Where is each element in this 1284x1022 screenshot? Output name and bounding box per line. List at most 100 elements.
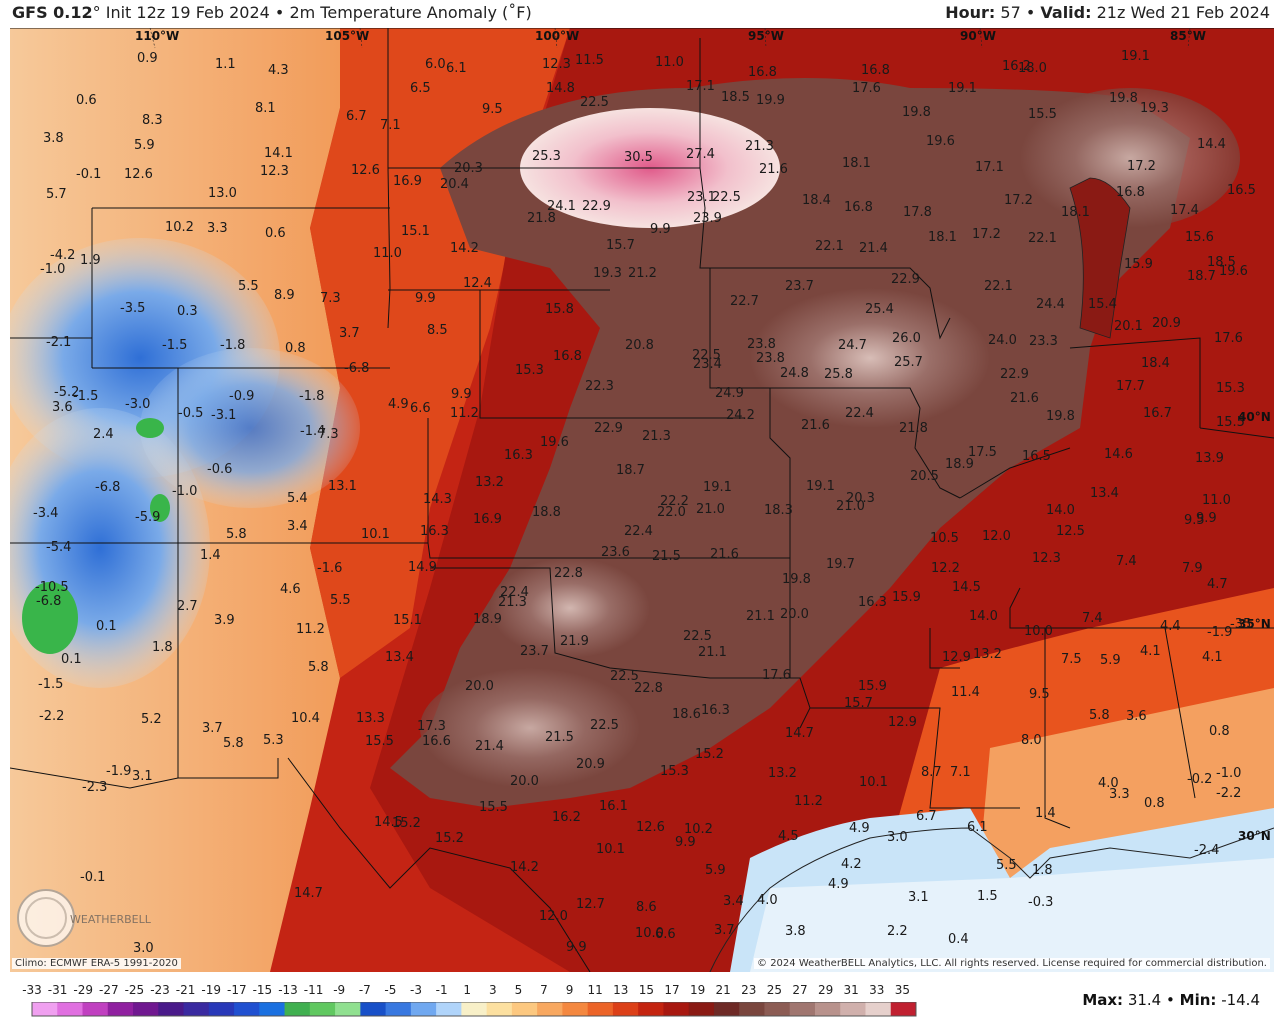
anomaly-value: 12.6 [636,820,665,835]
anomaly-value: 22.2 [660,494,689,509]
anomaly-value: 14.9 [408,560,437,575]
anomaly-value: 23.4 [693,357,722,372]
anomaly-value: 19.1 [948,81,977,96]
anomaly-value: 19.1 [1121,49,1150,64]
max-label: Max: [1082,991,1124,1009]
anomaly-value: 15.7 [606,238,635,253]
anomaly-value: 30.5 [624,150,653,165]
anomaly-value: 16.5 [1227,183,1256,198]
anomaly-value: 24.9 [715,386,744,401]
anomaly-value: 4.9 [849,821,870,836]
anomaly-value: 20.0 [780,607,809,622]
anomaly-value: -5.2 [54,385,79,400]
anomaly-value: 4.9 [828,877,849,892]
anomaly-value: 22.8 [634,681,663,696]
anomaly-value: 15.5 [1216,415,1245,430]
anomaly-value: 25.8 [824,367,853,382]
anomaly-value: 17.6 [1214,331,1243,346]
anomaly-value: 5.8 [226,527,247,542]
green-pocket-small-2 [150,494,170,522]
anomaly-value: 1.4 [1035,806,1056,821]
anomaly-value: 15.9 [858,679,887,694]
anomaly-value: 20.0 [465,679,494,694]
colorbar-swatch [309,1002,336,1016]
colorbar-swatch [158,1002,185,1016]
anomaly-value: 8.0 [1021,733,1042,748]
anomaly-value: 22.4 [845,406,874,421]
anomaly-value: 22.9 [891,272,920,287]
lake-michigan [1069,177,1131,339]
anomaly-value: 16.3 [504,448,533,463]
colorbar-tick: -31 [47,983,68,997]
anomaly-value: 21.2 [628,266,657,281]
anomaly-value: -1.5 [162,338,187,353]
anomaly-value: 20.9 [576,757,605,772]
colorbar-tick: 35 [894,983,911,997]
anomaly-value: 9.9 [566,940,587,955]
anomaly-value: 24.8 [780,366,809,381]
anomaly-value: 16.3 [701,703,730,718]
anomaly-value: 22.1 [815,239,844,254]
colorbar-swatch [486,1002,513,1016]
colorbar [31,1002,917,1017]
anomaly-value: 10.2 [165,220,194,235]
anomaly-value: 18.1 [1061,205,1090,220]
anomaly-value: 24.0 [988,333,1017,348]
separator: • [1166,991,1175,1009]
anomaly-value: 18.5 [1207,255,1236,270]
anomaly-value: 15.1 [393,613,422,628]
colorbar-tick: -7 [358,983,371,997]
anomaly-value: 11.5 [575,53,604,68]
anomaly-value: 3.4 [287,519,308,534]
anomaly-value: 15.2 [392,816,421,831]
colorbar-tick: -23 [150,983,170,997]
anomaly-value: 17.5 [968,445,997,460]
colorbar-swatch [208,1002,235,1016]
anomaly-value: -3.0 [125,397,150,412]
colorbar-tick: 29 [817,983,834,997]
anomaly-value: 22.9 [582,199,611,214]
colorbar-tick: 9 [565,983,574,997]
graticule [149,28,1191,49]
anomaly-value: 23.7 [520,644,549,659]
anomaly-value: 18.7 [1187,269,1216,284]
anomaly-value: 14.6 [1104,447,1133,462]
anomaly-value: -2.1 [46,335,71,350]
separator: • [274,3,285,22]
anomaly-value: 15.1 [401,224,430,239]
anomaly-value: 10.1 [596,842,625,857]
anomaly-value: 11.2 [450,406,479,421]
colorbar-tick: 19 [689,983,706,997]
colorbar-swatch [183,1002,210,1016]
anomaly-value: -4.2 [50,248,75,263]
anomaly-value: -0.5 [178,406,203,421]
anomaly-value: 21.4 [859,241,888,256]
colorbar-swatch [511,1002,538,1016]
anomaly-value: 19.6 [926,134,955,149]
anomaly-value: 22.9 [1000,367,1029,382]
colorbar-swatch [663,1002,690,1016]
anomaly-value: 18.4 [1141,356,1170,371]
colorbar-swatch [840,1002,866,1016]
anomaly-value: 8.6 [636,900,657,915]
anomaly-value: 0.1 [96,619,117,634]
anomaly-value: 6.0 [425,57,446,72]
anomaly-value: 8.7 [921,765,942,780]
anomaly-value: 5.9 [705,863,726,878]
anomaly-value: 18.8 [532,505,561,520]
anomaly-value: 7.4 [1082,611,1103,626]
colorbar-swatch [587,1002,614,1016]
anomaly-value: 18.9 [945,457,974,472]
anomaly-value: 10.1 [361,527,390,542]
anomaly-value: 5.2 [141,712,162,727]
anomaly-value: 4.4 [1160,619,1181,634]
anomaly-value: 9.9 [675,835,696,850]
anomaly-value: 6.1 [446,61,467,76]
anomaly-value: 21.3 [745,139,774,154]
colorbar-tick: 3 [488,983,497,997]
anomaly-value: 22.0 [657,505,686,520]
anomaly-value: 12.3 [1032,551,1061,566]
anomaly-value: 17.6 [852,81,881,96]
colorbar-tick: 15 [638,983,655,997]
anomaly-value: 4.0 [757,893,778,908]
